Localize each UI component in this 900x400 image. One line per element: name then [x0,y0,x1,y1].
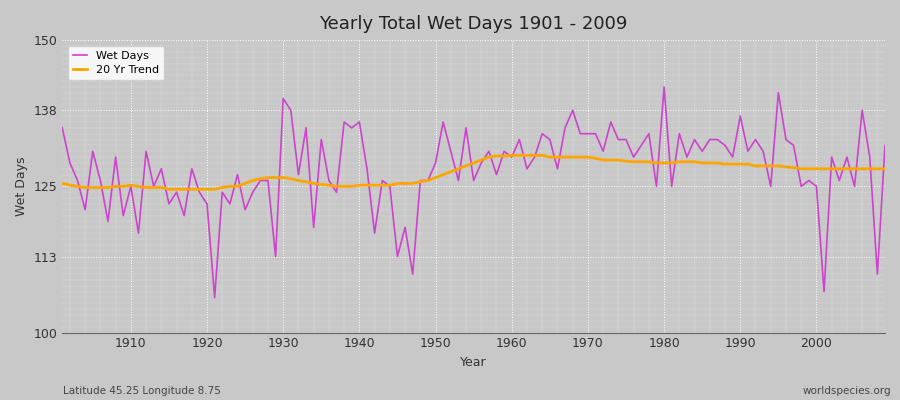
Text: worldspecies.org: worldspecies.org [803,386,891,396]
20 Yr Trend [338,184,349,189]
20 Yr Trend [293,178,304,183]
Wet Days [659,84,670,89]
Line: 20 Yr Trend: 20 Yr Trend [62,155,885,189]
Wet Days [507,155,517,160]
20 Yr Trend [613,158,624,162]
Line: Wet Days: Wet Days [62,87,885,298]
Wet Days [606,120,616,124]
Y-axis label: Wet Days: Wet Days [15,156,28,216]
20 Yr Trend [879,166,890,171]
Title: Yearly Total Wet Days 1901 - 2009: Yearly Total Wet Days 1901 - 2009 [320,15,628,33]
Wet Days [209,295,220,300]
20 Yr Trend [507,153,517,158]
Wet Days [118,213,129,218]
Legend: Wet Days, 20 Yr Trend: Wet Days, 20 Yr Trend [68,46,165,80]
Wet Days [293,172,304,177]
Text: Latitude 45.25 Longitude 8.75: Latitude 45.25 Longitude 8.75 [63,386,220,396]
20 Yr Trend [164,187,175,192]
Wet Days [514,137,525,142]
Wet Days [338,120,349,124]
Wet Days [879,143,890,148]
20 Yr Trend [514,153,525,158]
20 Yr Trend [57,181,68,186]
20 Yr Trend [522,153,533,158]
Wet Days [57,126,68,130]
20 Yr Trend [118,184,129,189]
X-axis label: Year: Year [460,356,487,369]
